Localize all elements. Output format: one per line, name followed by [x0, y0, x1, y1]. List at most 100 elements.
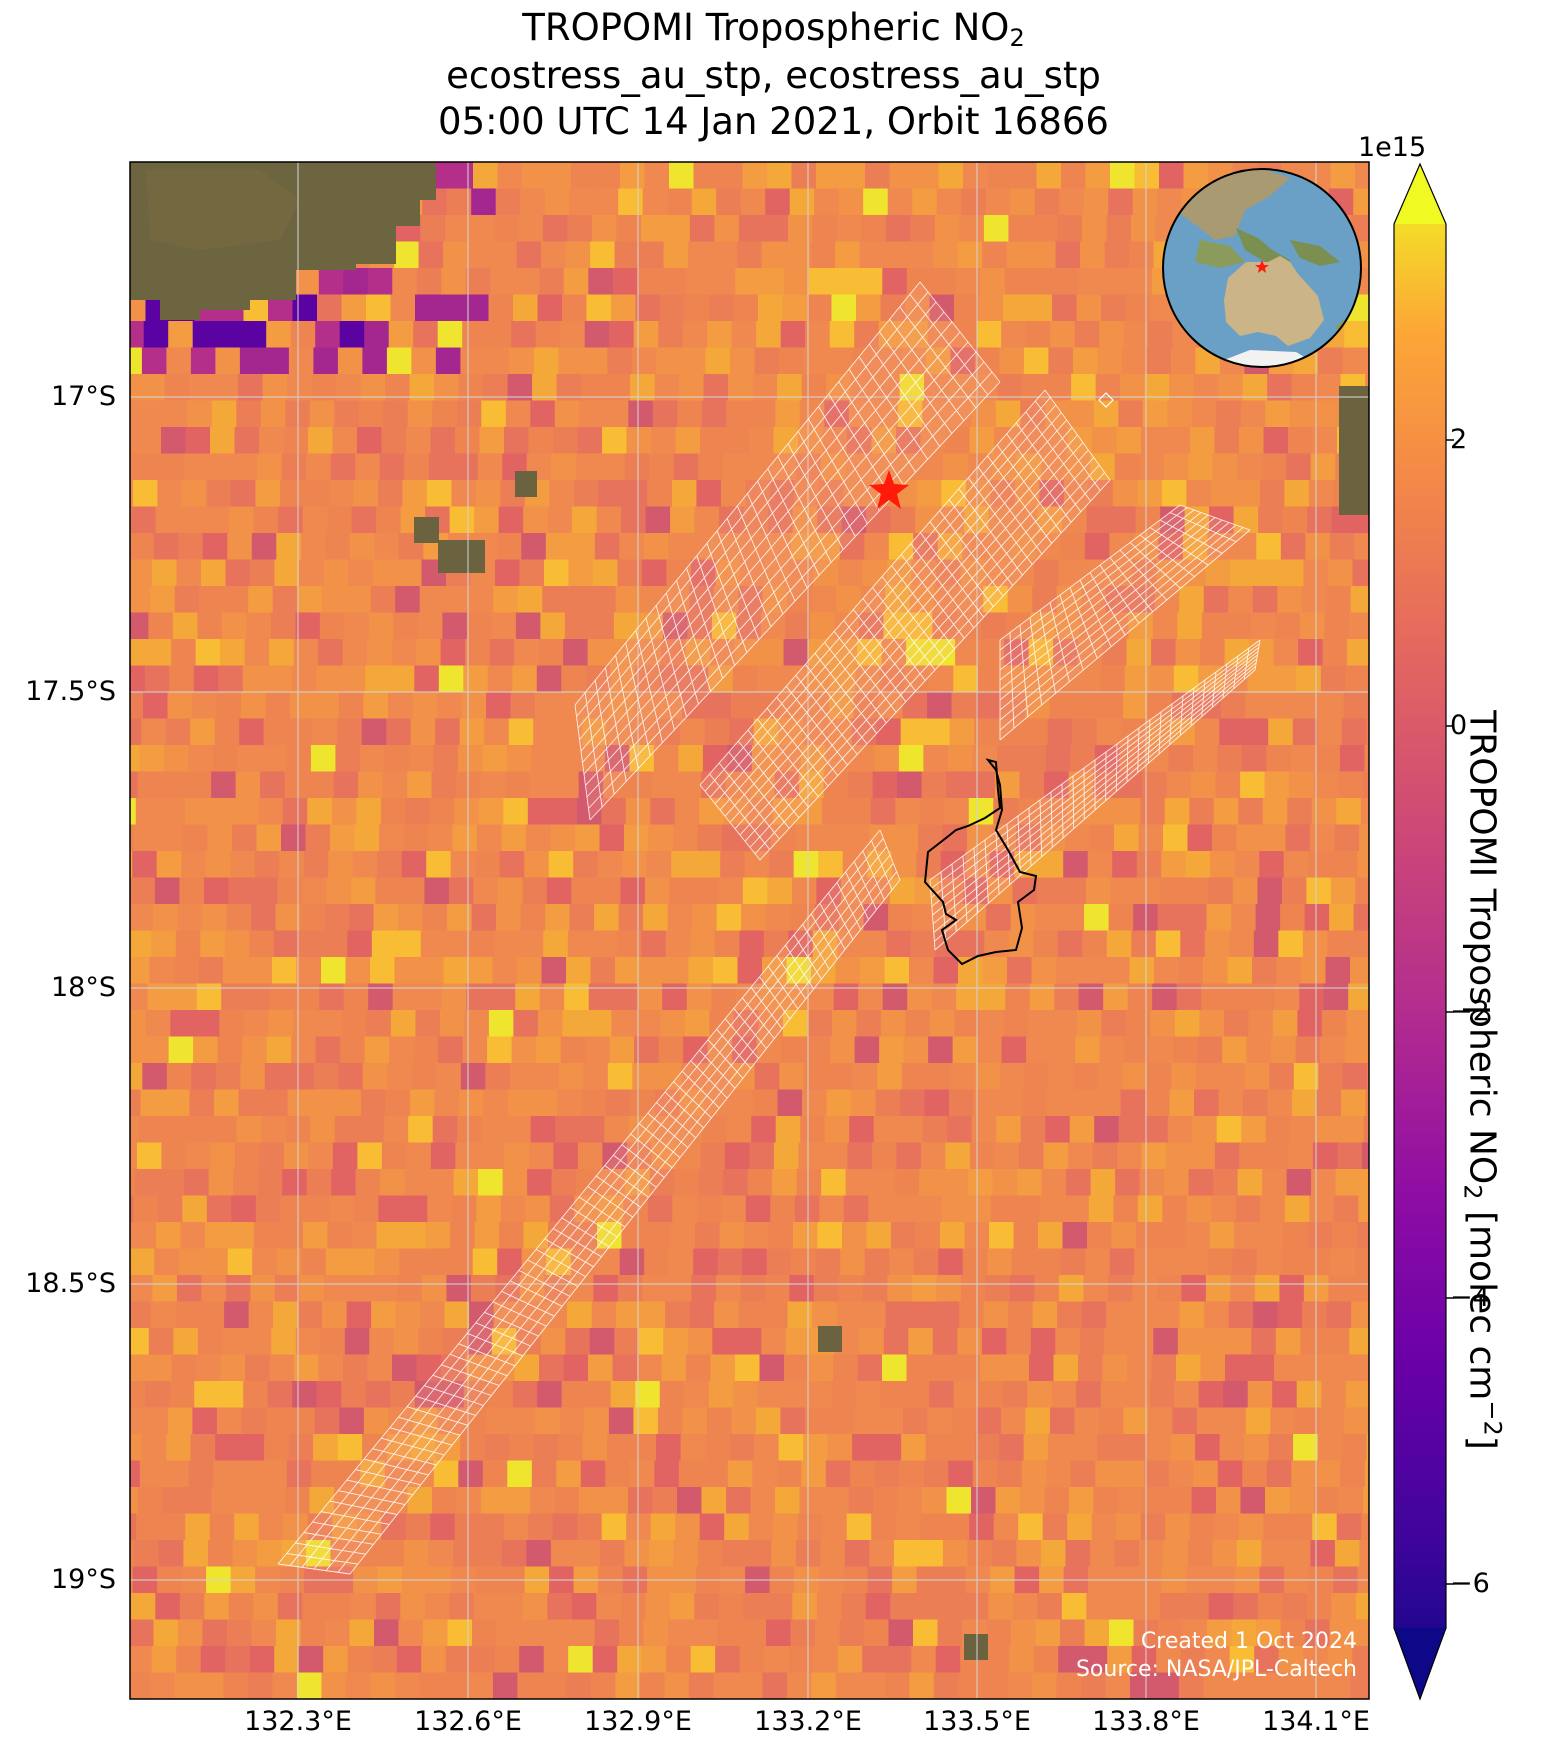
no2-pixel [420, 1301, 446, 1329]
no2-pixel [418, 241, 444, 269]
no2-pixel [878, 321, 904, 349]
no2-pixel [1344, 1036, 1369, 1064]
no2-pixel [156, 1222, 182, 1250]
no2-pixel [321, 957, 347, 985]
no2-pixel [299, 559, 325, 587]
no2-pixel [150, 1301, 176, 1329]
no2-pixel [479, 427, 505, 455]
no2-pixel [1366, 718, 1369, 746]
no2-pixel [420, 930, 446, 958]
no2-pixel [130, 1063, 143, 1091]
no2-pixel [568, 1275, 594, 1303]
no2-pixel [148, 612, 174, 640]
no2-pixel [391, 639, 417, 667]
no2-pixel [639, 241, 665, 269]
no2-pixel [1223, 1010, 1249, 1038]
no2-pixel [726, 1116, 752, 1144]
no2-pixel [1210, 851, 1236, 879]
no2-pixel [130, 294, 147, 322]
no2-pixel [1240, 400, 1266, 428]
no2-pixel [1011, 533, 1037, 561]
no2-pixel [526, 824, 552, 852]
no2-pixel [331, 1169, 357, 1197]
no2-pixel [1130, 215, 1156, 243]
no2-pixel [859, 1328, 885, 1356]
no2-pixel [887, 188, 913, 216]
no2-pixel [861, 1301, 887, 1329]
no2-pixel [890, 1593, 916, 1621]
no2-pixel [694, 506, 720, 534]
no2-pixel [1310, 1540, 1336, 1568]
no2-pixel [1288, 427, 1314, 455]
no2-pixel [167, 692, 193, 720]
no2-pixel [1235, 1195, 1261, 1223]
no2-pixel [87, 1514, 112, 1541]
no2-pixel [620, 162, 646, 190]
no2-pixel [622, 480, 648, 508]
no2-pixel [375, 1593, 401, 1621]
no2-pixel [1283, 851, 1309, 879]
no2-pixel [770, 1195, 796, 1223]
no2-pixel [435, 347, 461, 375]
no2-pixel [982, 241, 1008, 269]
no2-pixel [716, 904, 742, 932]
no2-pixel [891, 851, 917, 879]
no2-pixel [1057, 930, 1083, 958]
no2-pixel [419, 1672, 445, 1699]
no2-pixel [594, 533, 620, 561]
no2-pixel [888, 533, 914, 561]
no2-pixel [1026, 1036, 1052, 1064]
no2-pixel [872, 771, 898, 799]
no2-pixel [474, 1222, 500, 1250]
no2-pixel [183, 1540, 209, 1568]
no2-pixel [666, 1275, 692, 1303]
no2-pixel [670, 1222, 696, 1250]
no2-pixel [535, 692, 561, 720]
no2-pixel [658, 321, 684, 349]
no2-pixel [1010, 188, 1036, 216]
no2-pixel [643, 904, 669, 932]
no2-pixel [1173, 665, 1199, 693]
no2-pixel [202, 1619, 228, 1647]
no2-pixel [191, 1063, 217, 1091]
no2-pixel [466, 612, 492, 640]
no2-pixel [534, 1063, 560, 1091]
no2-pixel [724, 1513, 750, 1541]
no2-pixel [1076, 294, 1102, 322]
no2-pixel [366, 1010, 392, 1038]
no2-pixel [286, 745, 312, 773]
no2-pixel [84, 480, 109, 507]
no2-pixel [926, 1063, 952, 1091]
no2-pixel [993, 1513, 1019, 1541]
no2-pixel [418, 1328, 444, 1356]
no2-pixel [1338, 1487, 1364, 1515]
no2-pixel [598, 480, 624, 508]
no2-pixel [178, 1248, 204, 1276]
no2-pixel [685, 639, 711, 667]
no2-pixel [1030, 1328, 1056, 1356]
no2-pixel [489, 639, 515, 667]
no2-pixel [1282, 1593, 1308, 1621]
no2-pixel [945, 1142, 971, 1170]
no2-pixel [465, 268, 491, 296]
no2-pixel [406, 427, 432, 455]
no2-pixel [215, 1434, 241, 1462]
no2-pixel [561, 1381, 587, 1409]
no2-pixel [745, 1195, 771, 1223]
no2-pixel [190, 718, 216, 746]
no2-pixel [1366, 1434, 1369, 1462]
no2-pixel [1018, 1513, 1044, 1541]
no2-pixel [135, 1169, 161, 1197]
no2-pixel [885, 1301, 911, 1329]
no2-pixel [223, 957, 249, 985]
no2-pixel [818, 851, 844, 879]
no2-pixel [829, 1407, 855, 1435]
no2-pixel [1131, 930, 1157, 958]
no2-pixel [1337, 1142, 1363, 1170]
no2-pixel [824, 1116, 850, 1144]
swath-scene [574, 281, 1001, 821]
no2-pixel [163, 1116, 189, 1144]
no2-pixel [871, 1142, 897, 1170]
no2-pixel [172, 612, 198, 640]
no2-pixel [192, 321, 218, 349]
